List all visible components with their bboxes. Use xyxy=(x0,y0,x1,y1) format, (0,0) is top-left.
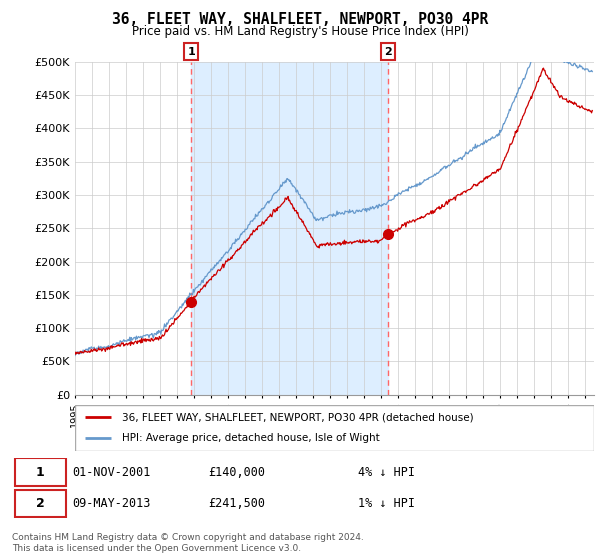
Text: £241,500: £241,500 xyxy=(208,497,265,510)
Text: 4% ↓ HPI: 4% ↓ HPI xyxy=(358,465,415,479)
FancyBboxPatch shape xyxy=(75,405,594,451)
Text: 09-MAY-2013: 09-MAY-2013 xyxy=(73,497,151,510)
Text: Contains HM Land Registry data © Crown copyright and database right 2024.
This d: Contains HM Land Registry data © Crown c… xyxy=(12,533,364,553)
Text: 1% ↓ HPI: 1% ↓ HPI xyxy=(358,497,415,510)
FancyBboxPatch shape xyxy=(15,458,65,486)
Text: 36, FLEET WAY, SHALFLEET, NEWPORT, PO30 4PR: 36, FLEET WAY, SHALFLEET, NEWPORT, PO30 … xyxy=(112,12,488,27)
Text: 1: 1 xyxy=(187,46,195,57)
Text: 2: 2 xyxy=(36,497,44,510)
Text: HPI: Average price, detached house, Isle of Wight: HPI: Average price, detached house, Isle… xyxy=(122,433,379,444)
Text: Price paid vs. HM Land Registry's House Price Index (HPI): Price paid vs. HM Land Registry's House … xyxy=(131,25,469,38)
Text: 01-NOV-2001: 01-NOV-2001 xyxy=(73,465,151,479)
Text: £140,000: £140,000 xyxy=(208,465,265,479)
Text: 36, FLEET WAY, SHALFLEET, NEWPORT, PO30 4PR (detached house): 36, FLEET WAY, SHALFLEET, NEWPORT, PO30 … xyxy=(122,412,473,422)
Text: 2: 2 xyxy=(384,46,391,57)
Bar xyxy=(191,62,388,395)
FancyBboxPatch shape xyxy=(15,489,65,517)
Text: 1: 1 xyxy=(36,465,44,479)
